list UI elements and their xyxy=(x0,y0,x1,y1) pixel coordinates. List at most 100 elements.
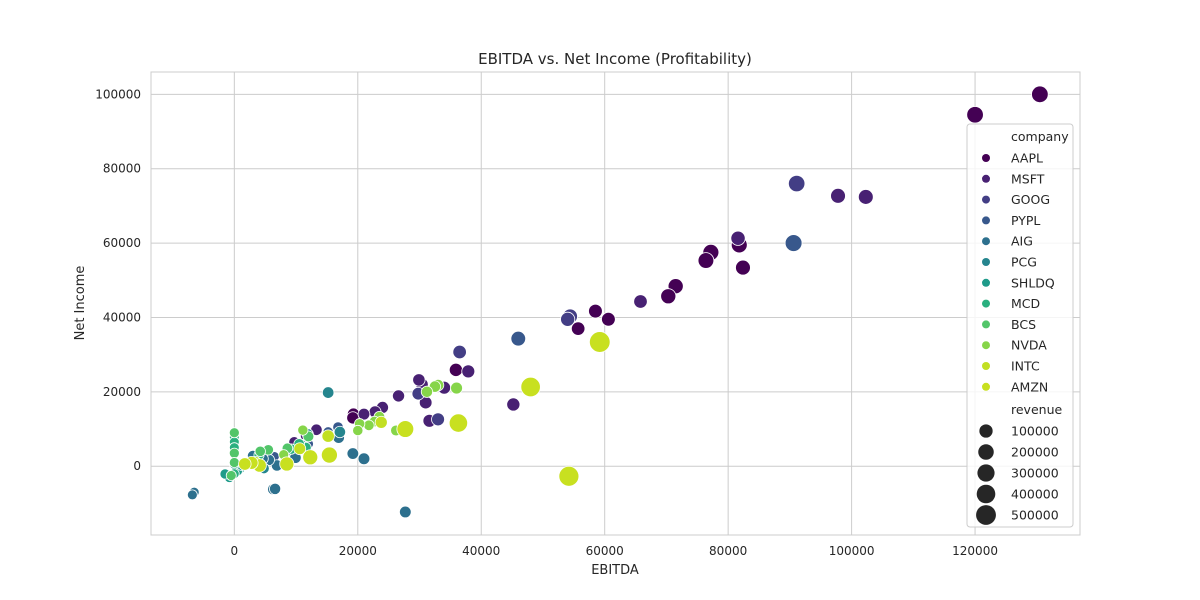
point-bcs xyxy=(228,457,240,468)
point-amzn xyxy=(396,420,415,438)
legend-hue-title: company xyxy=(1011,129,1069,144)
x-tick-label: 80000 xyxy=(709,544,747,558)
legend-marker-intc xyxy=(982,362,990,370)
legend-size-label: 300000 xyxy=(1011,466,1059,481)
point-amzn xyxy=(520,376,541,398)
point-aapl xyxy=(570,321,586,336)
point-aapl xyxy=(735,259,751,276)
legend-label-mcd: MCD xyxy=(1011,296,1040,311)
point-aig xyxy=(346,447,360,460)
legend-marker-nvda xyxy=(982,341,990,350)
legend-label-goog: GOOG xyxy=(1011,192,1050,207)
legend-label-bcs: BCS xyxy=(1011,317,1036,332)
point-aig xyxy=(357,452,371,466)
plot-frame xyxy=(150,71,1081,536)
point-amzn xyxy=(320,446,338,464)
point-msft xyxy=(392,389,406,403)
legend-marker-bcs xyxy=(982,320,990,329)
point-aapl xyxy=(697,252,715,269)
y-tick-label: 20000 xyxy=(103,385,141,399)
chart-title: EBITDA vs. Net Income (Profitability) xyxy=(478,50,752,68)
legend-size-label: 200000 xyxy=(1011,445,1059,460)
legend-marker-msft xyxy=(982,174,990,183)
point-aapl xyxy=(660,288,677,305)
point-msft xyxy=(830,187,846,204)
data-points xyxy=(186,85,1049,519)
point-aig xyxy=(399,505,412,519)
legend-size-label: 400000 xyxy=(1011,487,1059,502)
legend-box xyxy=(966,123,1074,528)
point-amzn xyxy=(558,465,580,487)
legend-marker-pypl xyxy=(982,216,990,225)
point-nvda xyxy=(363,419,375,431)
point-amzn xyxy=(238,457,252,471)
point-intc xyxy=(321,429,335,443)
legend-size-marker xyxy=(977,464,995,482)
point-aapl xyxy=(966,106,984,124)
point-intc xyxy=(293,442,307,456)
x-axis-title: EBITDA xyxy=(591,563,639,578)
point-nvda xyxy=(352,424,364,437)
legend-marker-shldq xyxy=(982,278,990,287)
point-aapl xyxy=(588,303,603,319)
point-msft xyxy=(412,373,426,387)
point-msft xyxy=(357,407,371,421)
y-tick-label: 60000 xyxy=(103,236,141,250)
point-goog xyxy=(431,412,445,427)
y-tick-label: 0 xyxy=(133,459,141,473)
legend-label-aapl: AAPL xyxy=(1011,151,1043,166)
legend-label-nvda: NVDA xyxy=(1011,338,1047,353)
point-amzn xyxy=(588,331,611,353)
y-tick-label: 40000 xyxy=(103,310,141,324)
point-bcs xyxy=(225,470,237,481)
point-aig xyxy=(269,482,282,495)
x-tick-label: 0 xyxy=(231,544,239,558)
legend-marker-aapl xyxy=(982,154,990,162)
y-tick-label: 80000 xyxy=(103,162,141,176)
legend-label-shldq: SHLDQ xyxy=(1011,275,1055,290)
x-tick-labels: 0 20000 40000 60000 80000 100000 120000 xyxy=(231,544,998,558)
point-amzn xyxy=(448,413,469,433)
legend-label-aig: AIG xyxy=(1011,234,1033,249)
point-msft xyxy=(461,364,476,379)
point-msft xyxy=(506,397,521,412)
legend-size-marker xyxy=(978,444,994,460)
y-axis-title: Net Income xyxy=(73,266,88,341)
point-pcg xyxy=(333,425,347,439)
legend-marker-goog xyxy=(982,195,990,204)
point-aapl xyxy=(1031,85,1049,104)
legend-size-label: 500000 xyxy=(1011,508,1059,523)
x-tick-label: 20000 xyxy=(339,544,377,558)
legend-marker-amzn xyxy=(982,382,990,391)
point-amzn xyxy=(302,449,319,466)
point-msft xyxy=(857,189,874,205)
x-tick-label: 100000 xyxy=(829,544,875,558)
legend-label-amzn: AMZN xyxy=(1011,379,1048,394)
legend-label-pypl: PYPL xyxy=(1011,213,1040,228)
x-tick-label: 40000 xyxy=(462,544,500,558)
legend-label-msft: MSFT xyxy=(1011,171,1045,186)
y-tick-label: 100000 xyxy=(95,87,141,101)
legend-size-label: 100000 xyxy=(1011,424,1059,439)
point-aapl xyxy=(448,362,463,377)
legend-marker-pcg xyxy=(982,258,990,266)
point-bcs xyxy=(228,427,240,439)
point-pypl xyxy=(510,330,527,347)
point-msft xyxy=(730,230,746,246)
point-bcs xyxy=(228,447,240,459)
point-pypl xyxy=(784,234,803,252)
point-pcg xyxy=(321,386,335,399)
point-goog xyxy=(452,344,467,360)
point-amzn xyxy=(279,456,295,472)
point-nvda xyxy=(297,424,309,436)
point-goog xyxy=(788,174,806,193)
legend-marker-mcd xyxy=(982,299,990,308)
point-msft xyxy=(633,294,648,309)
legend-size-marker xyxy=(976,484,996,504)
point-bcs xyxy=(254,445,266,457)
legend: company AAPL MSFT GOOG PYPL AIG PCG SHLDQ MCD BC… xyxy=(966,123,1074,528)
legend-size-marker xyxy=(979,424,993,438)
y-tick-labels: 0 20000 40000 60000 80000 100000 xyxy=(95,87,141,473)
legend-label-intc: INTC xyxy=(1011,359,1040,374)
legend-size-title: revenue xyxy=(1011,402,1062,417)
